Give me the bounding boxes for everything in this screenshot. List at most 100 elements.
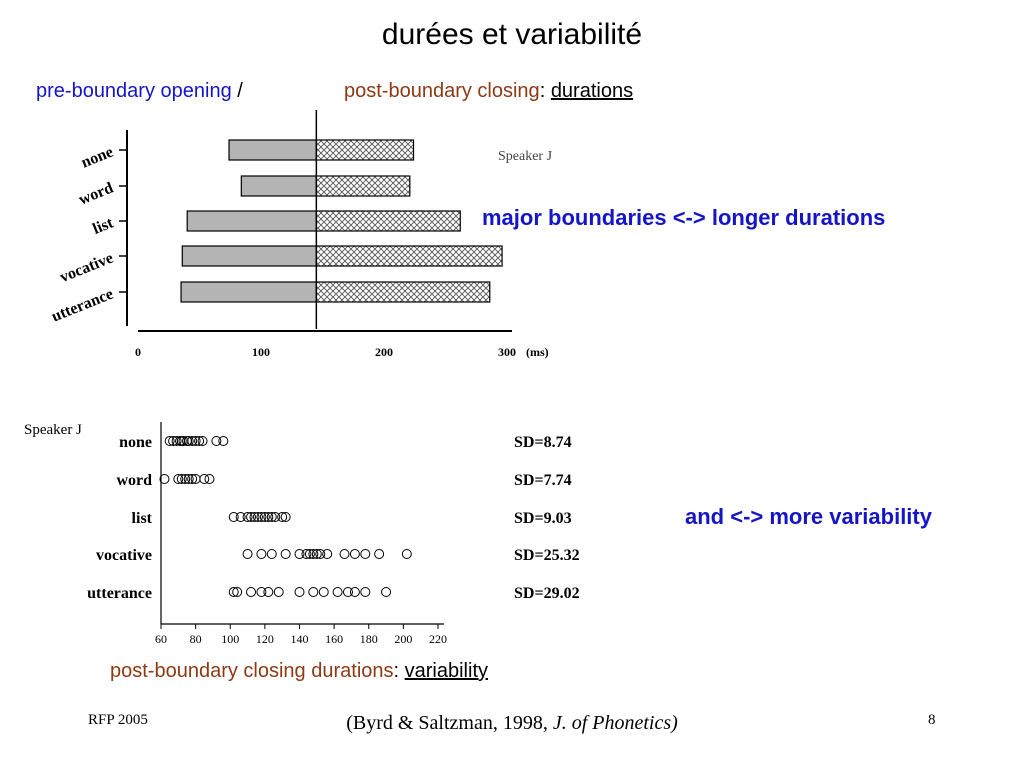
data-point [228,587,239,597]
data-point [242,512,253,522]
data-point [360,587,371,597]
data-point [259,512,270,522]
data-point [187,474,198,484]
data-point [199,474,210,484]
data-point [308,587,319,597]
data-point [252,512,263,522]
data-point [266,549,277,559]
bar-chart-x-tick-label: 0 [135,345,141,359]
dot-chart-x-tick-label: 200 [394,632,412,646]
data-point [197,436,208,446]
dot-chart-x-tick-label: 220 [429,632,447,646]
data-point [183,474,194,484]
citation-journal: J. of Phonetics) [552,712,678,734]
dot-chart-x-tick-label: 80 [190,632,202,646]
sd-label: SD=25.32 [514,547,580,564]
data-point [280,549,291,559]
data-point [204,474,215,484]
data-point [218,436,229,446]
data-point [304,549,315,559]
data-point [318,587,329,597]
bar-chart-speaker-label: Speaker J [498,149,553,164]
data-point [401,549,412,559]
data-point [190,436,201,446]
data-point [294,549,305,559]
data-point [246,587,257,597]
data-point [263,587,274,597]
data-point [246,512,257,522]
data-point [308,549,319,559]
dot-chart-category-label: vocative [96,547,152,564]
data-point [176,474,187,484]
dot-chart-category-label: none [119,434,152,451]
dot-chart-category-label: utterance [87,585,152,602]
dot-chart-x-tick-label: 180 [360,632,378,646]
data-point [349,549,360,559]
data-point [228,512,239,522]
caption: post-boundary closing durations: variabi… [110,660,488,683]
slide-title: durées et variabilité [381,18,643,51]
dot-chart-x-tick-label: 60 [155,632,167,646]
data-point [171,436,182,446]
data-point [183,436,194,446]
data-point [159,474,170,484]
callout-more-variability: and <-> more variability [685,504,932,529]
data-point [256,587,267,597]
sd-label: SD=29.02 [514,585,580,602]
data-point [270,512,281,522]
subtitle-post-boundary: post-boundary closing [344,80,540,102]
subtitle-durations: durations [550,80,634,102]
data-point [164,436,175,446]
dot-chart-x-tick-label: 160 [325,632,343,646]
dot-chart-category-label: list [132,510,153,527]
data-point [173,474,184,484]
subtitle-separator: / [231,80,243,102]
dot-chart-x-tick-label: 100 [221,632,239,646]
data-point [322,549,333,559]
data-point [381,587,392,597]
data-point [242,549,253,559]
data-point [294,587,305,597]
data-point [194,436,205,446]
caption-colon: : [393,660,400,682]
data-point [249,512,260,522]
subtitle-left: pre-boundary opening / [36,80,243,103]
data-point [273,587,284,597]
data-point [301,549,312,559]
data-point [349,587,360,597]
data-point [311,549,322,559]
dot-chart-speaker-label: Speaker J [24,422,82,438]
bar-chart-x-tick-label: 300 [498,345,516,359]
subtitle-pre-boundary: pre-boundary opening [36,80,232,102]
callout-longer-durations: major boundaries <-> longer durations [482,205,886,230]
data-point [332,587,343,597]
sd-label: SD=7.74 [514,472,572,489]
data-point [187,436,198,446]
caption-variability: variability [404,660,488,682]
dot-chart-x-tick-label: 140 [291,632,309,646]
bar-chart-x-unit: (ms) [526,345,549,359]
data-point [374,549,385,559]
bar-chart-x-tick-label: 200 [375,345,393,359]
data-point [211,436,222,446]
sd-label: SD=8.74 [514,434,572,451]
page-number: 8 [928,712,936,728]
data-point [235,512,246,522]
dot-chart-category-label: word [116,472,152,489]
data-point [339,549,350,559]
sd-label: SD=9.03 [514,510,572,527]
data-point [232,587,243,597]
citation-authors: (Byrd & Saltzman, 1998, [346,712,553,734]
data-point [315,549,326,559]
caption-main: post-boundary closing durations [110,660,394,682]
footer-left: RFP 2005 [88,712,148,728]
bar-chart-x-tick-label: 100 [252,345,270,359]
data-point [263,512,274,522]
dot-chart-x-tick-label: 120 [256,632,274,646]
data-point [360,549,371,559]
data-point [180,474,191,484]
data-point [266,512,277,522]
subtitle-colon: : [539,80,546,102]
